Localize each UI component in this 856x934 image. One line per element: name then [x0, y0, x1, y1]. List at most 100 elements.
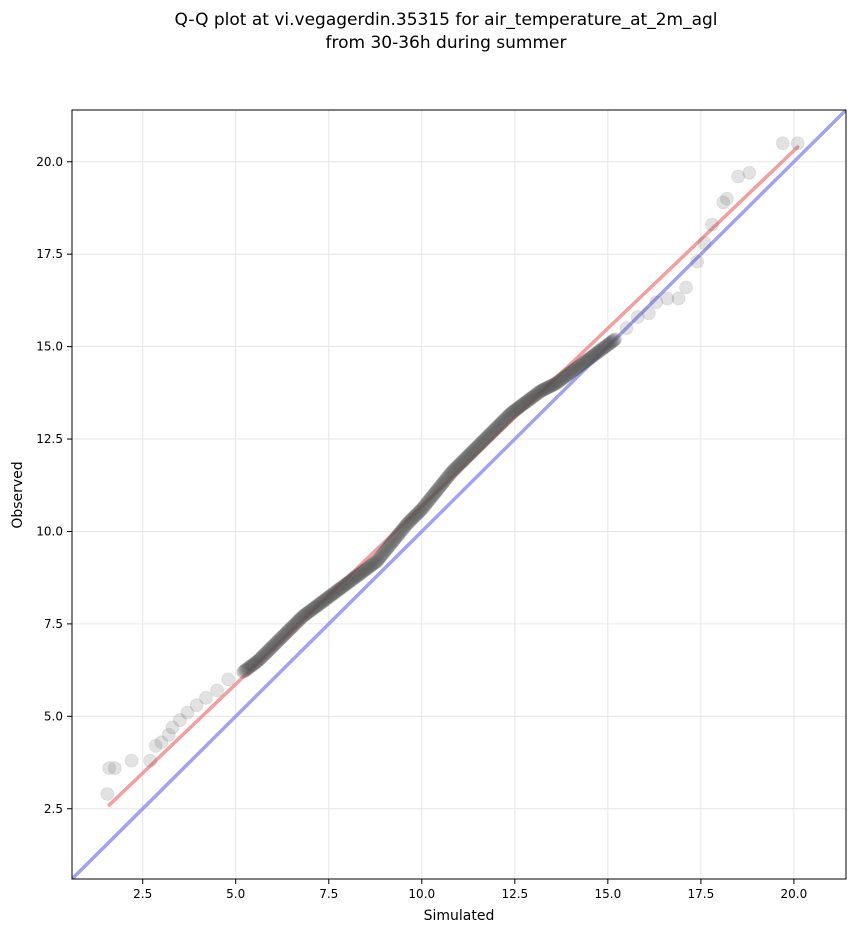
quantile-point-31-5	[478, 431, 493, 446]
quantile-point-15-2	[238, 663, 253, 678]
quantile-point-24-1	[371, 552, 386, 567]
quantile-point-25-5	[389, 529, 404, 544]
quantile-point-34-12	[530, 386, 545, 401]
quantile-point-33-7	[510, 401, 525, 416]
quantile-point-15-10	[245, 658, 260, 673]
quantile-point-23-6	[360, 560, 375, 575]
x-tick-label-6: 17.5	[688, 887, 715, 901]
quantile-point-34-7	[525, 390, 540, 405]
quantile-point-31-10	[483, 426, 498, 441]
quantile-point-25-1	[385, 534, 400, 549]
quantile-point-30-10	[468, 441, 483, 456]
quantile-point-15-9	[244, 658, 259, 673]
quantile-point-25-3	[387, 532, 402, 547]
quantile-point-33-5	[508, 402, 523, 417]
quantile-point-30-6	[465, 444, 480, 459]
quantile-point-18-5	[285, 619, 300, 634]
quantile-point-43	[641, 306, 656, 321]
quantile-point-27-4	[418, 497, 433, 512]
quantile-point-25-13	[397, 520, 412, 535]
quantile-point-23-3	[358, 563, 373, 578]
quantile-point-37-3	[566, 363, 581, 378]
quantile-point-38-8	[585, 348, 600, 363]
quantile-point-18-13	[292, 612, 307, 627]
quantile-point-46	[671, 291, 686, 306]
quantile-point-15-15	[250, 654, 265, 669]
quantile-point-37-1	[564, 364, 579, 379]
quantile-point-28-6	[435, 476, 450, 491]
quantile-point-33-15	[518, 395, 533, 410]
quantile-point-37-12	[574, 357, 589, 372]
chart-title-line-1: Q-Q plot at vi.vegagerdin.35315 for air_…	[174, 10, 717, 30]
quantile-point-33-2	[505, 404, 520, 419]
quantile-point-28-1	[430, 482, 445, 497]
quantile-point-35-8	[541, 380, 556, 395]
quantile-point-42	[630, 310, 645, 325]
quantile-point-33-13	[516, 397, 531, 412]
quantile-point-28-10	[438, 472, 453, 487]
quantile-point-33-12	[515, 397, 530, 412]
quantile-point-16-12	[262, 642, 277, 657]
quantile-point-29-2	[446, 463, 461, 478]
quantile-point-49	[697, 236, 712, 251]
quantile-point-38-9	[586, 348, 601, 363]
quantile-point-32-1	[490, 420, 505, 435]
quantile-point-27-11	[425, 489, 440, 504]
quantile-point-17-14	[278, 626, 293, 641]
quantile-point-24-12	[381, 540, 396, 555]
quantile-point-28-7	[436, 475, 451, 490]
quantile-point-23-9	[363, 558, 378, 573]
quantile-point-30-4	[463, 446, 478, 461]
quantile-point-23	[355, 565, 370, 580]
quantile-point-35-13	[545, 377, 560, 392]
quantile-point-39-12	[604, 334, 619, 349]
quantile-point-22-6	[345, 572, 360, 587]
quantile-point-28-2	[431, 481, 446, 496]
quantile-point-27-2	[416, 499, 431, 514]
quantile-point-30-14	[472, 437, 487, 452]
quantile-point-26-7	[406, 510, 421, 525]
quantile-point-25-12	[396, 521, 411, 536]
quantile-point-26-14	[412, 504, 427, 519]
quantile-point-23-1	[356, 564, 371, 579]
quantile-point-29-7	[451, 458, 466, 473]
quantile-point-28-11	[439, 471, 454, 486]
quantile-point-24-2	[371, 551, 386, 566]
quantile-point-31-4	[478, 432, 493, 447]
quantile-point-24-3	[372, 550, 387, 565]
quantile-point-30-12	[470, 439, 485, 454]
quantile-point-35	[533, 383, 548, 398]
quantile-point-17-5	[270, 634, 285, 649]
quantile-point-21-6	[331, 583, 346, 598]
quantile-point-40	[608, 332, 623, 347]
quantile-point-37-14	[576, 355, 591, 370]
quantile-point-35-12	[545, 378, 560, 393]
quantile-point-0	[100, 786, 115, 801]
quantile-point-22-11	[350, 568, 365, 583]
quantile-point-31-13	[486, 423, 501, 438]
quantile-point-29-15	[458, 451, 473, 466]
quantile-point-35-9	[542, 379, 557, 394]
quantile-point-27-12	[425, 488, 440, 503]
quantile-point-26-15	[413, 503, 428, 518]
quantile-point-34-15	[532, 384, 547, 399]
quantile-point-34-1	[519, 394, 534, 409]
quantile-point-35-10	[543, 379, 558, 394]
quantile-point-21-15	[339, 576, 354, 591]
quantile-point-20-9	[318, 592, 333, 607]
quantile-point-30-13	[471, 438, 486, 453]
quantile-point-22-5	[345, 572, 360, 587]
quantile-point-22-2	[342, 574, 357, 589]
quantile-point-7	[161, 727, 176, 742]
quantile-point-19-7	[302, 604, 317, 619]
quantile-point-17-6	[271, 633, 286, 648]
quantile-point-15-14	[249, 655, 264, 670]
quantile-point-23-5	[359, 561, 374, 576]
quantile-point-34-11	[529, 387, 544, 402]
quantile-point-28-8	[437, 474, 452, 489]
quantile-point-27-7	[421, 494, 436, 509]
quantile-point-30-5	[464, 445, 479, 460]
quantile-point-52	[719, 191, 734, 206]
quantile-point-31-7	[480, 429, 495, 444]
